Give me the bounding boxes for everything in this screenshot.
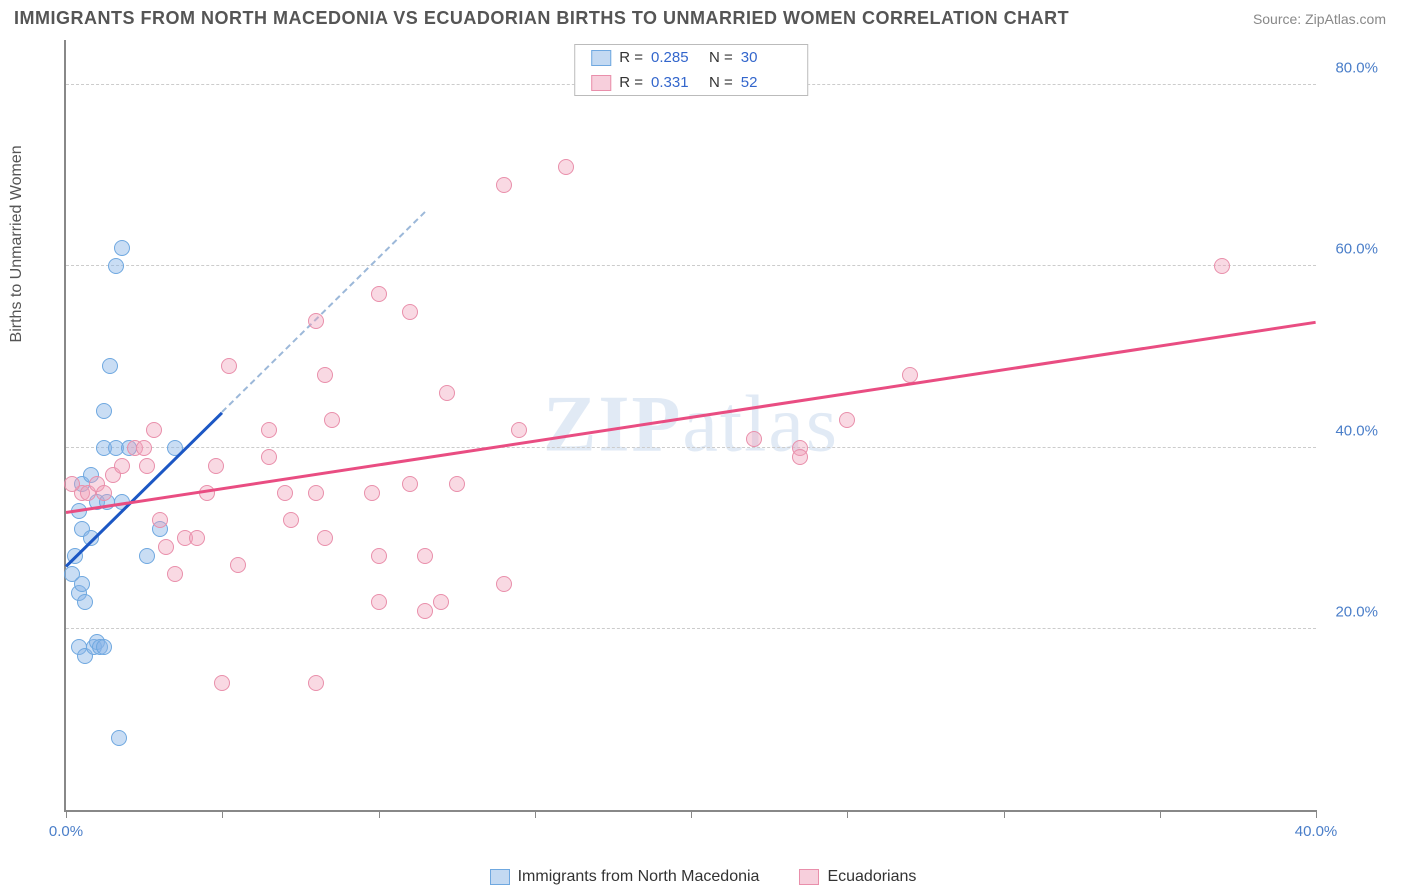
legend-label: Immigrants from North Macedonia [518,868,760,886]
data-point [189,530,205,546]
data-point [114,458,130,474]
data-point [371,548,387,564]
data-point [108,258,124,274]
legend-label: Ecuadorians [827,868,916,886]
x-tick [691,810,692,818]
data-point [111,730,127,746]
data-point [371,286,387,302]
legend-item: Immigrants from North Macedonia [490,868,760,886]
data-point [324,412,340,428]
data-point [114,240,130,256]
data-point [261,422,277,438]
n-value: 52 [741,74,791,91]
n-label: N = [709,49,733,66]
data-point [167,566,183,582]
data-point [139,548,155,564]
n-value: 30 [741,49,791,66]
data-point [208,458,224,474]
data-point [364,485,380,501]
data-point [558,159,574,175]
x-tick [379,810,380,818]
data-point [496,177,512,193]
legend-swatch [490,869,510,885]
y-axis-label: Births to Unmarried Women [8,145,26,342]
n-label: N = [709,74,733,91]
x-tick [535,810,536,818]
data-point [839,412,855,428]
stats-legend: R = 0.285 N = 30 R = 0.331 N = 52 [574,44,808,96]
data-point [146,422,162,438]
data-point [139,458,155,474]
data-point [64,476,80,492]
data-point [261,449,277,465]
legend-swatch [799,869,819,885]
chart-title: IMMIGRANTS FROM NORTH MACEDONIA VS ECUAD… [14,8,1069,29]
data-point [214,675,230,691]
header: IMMIGRANTS FROM NORTH MACEDONIA VS ECUAD… [0,0,1406,33]
data-point [308,313,324,329]
legend-row: R = 0.331 N = 52 [575,70,807,95]
gridline [66,265,1316,266]
data-point [283,512,299,528]
series-legend: Immigrants from North Macedonia Ecuadoria… [0,868,1406,886]
data-point [317,530,333,546]
gridline [66,628,1316,629]
trend-line [66,321,1316,514]
legend-swatch [591,75,611,91]
source-attribution: Source: ZipAtlas.com [1253,11,1386,27]
data-point [74,576,90,592]
x-tick [1160,810,1161,818]
data-point [308,485,324,501]
data-point [371,594,387,610]
data-point [439,385,455,401]
data-point [402,476,418,492]
r-value: 0.285 [651,49,701,66]
y-tick-label: 20.0% [1335,603,1378,620]
data-point [417,603,433,619]
x-tick-label: 40.0% [1295,823,1338,840]
data-point [746,431,762,447]
data-point [102,358,118,374]
gridline [66,447,1316,448]
x-tick [847,810,848,818]
x-tick [66,810,67,818]
data-point [158,539,174,555]
data-point [402,304,418,320]
data-point [792,449,808,465]
data-point [96,403,112,419]
data-point [317,367,333,383]
x-tick-label: 0.0% [49,823,83,840]
r-label: R = [619,49,643,66]
data-point [449,476,465,492]
data-point [308,675,324,691]
y-tick-label: 40.0% [1335,422,1378,439]
x-tick [1316,810,1317,818]
data-point [417,548,433,564]
legend-item: Ecuadorians [799,868,916,886]
data-point [496,576,512,592]
data-point [433,594,449,610]
plot-area: ZIPatlas R =0.285N =30R =0.331N =52 20.0… [64,40,1316,812]
legend-swatch [591,50,611,66]
data-point [221,358,237,374]
data-point [96,485,112,501]
y-tick-label: 60.0% [1335,241,1378,258]
data-point [152,512,168,528]
chart-container: Births to Unmarried Women ZIPatlas R =0.… [14,40,1386,842]
x-tick [1004,810,1005,818]
r-value: 0.331 [651,74,701,91]
data-point [230,557,246,573]
x-tick [222,810,223,818]
data-point [77,594,93,610]
data-point [511,422,527,438]
data-point [1214,258,1230,274]
data-point [277,485,293,501]
r-label: R = [619,74,643,91]
legend-row: R = 0.285 N = 30 [575,45,807,70]
y-tick-label: 80.0% [1335,60,1378,77]
data-point [136,440,152,456]
data-point [96,639,112,655]
